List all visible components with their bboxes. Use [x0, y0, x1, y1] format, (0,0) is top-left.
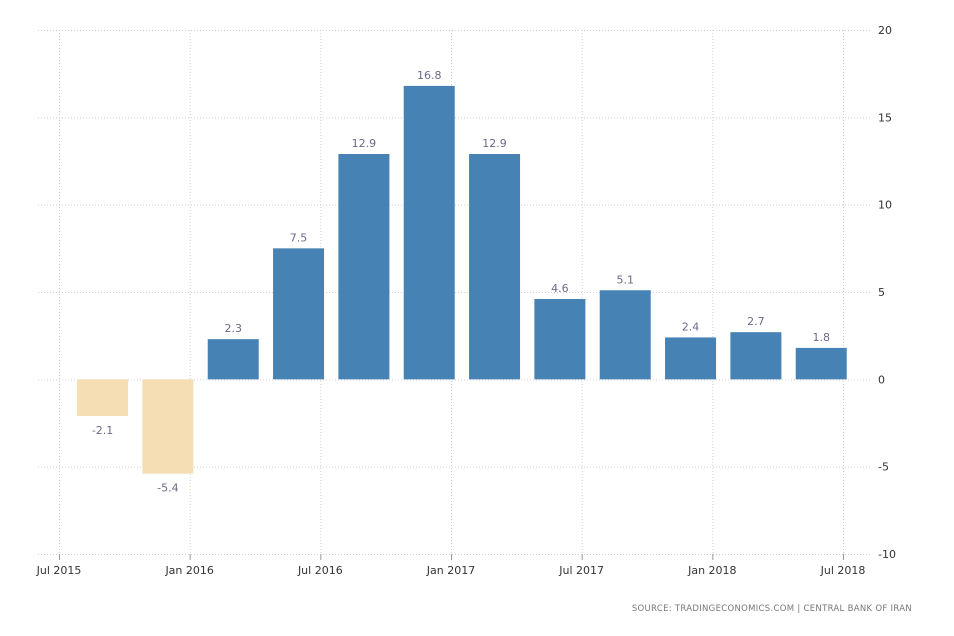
data-label: 12.9 [482, 137, 507, 150]
data-label: -2.1 [92, 424, 113, 437]
y-tick-label: -5 [878, 461, 889, 474]
bar [338, 154, 390, 380]
y-tick-label: 10 [878, 199, 892, 212]
data-label: 12.9 [352, 137, 377, 150]
bar [273, 248, 325, 380]
x-tick-label: Jul 2016 [297, 564, 343, 577]
y-tick-label: -10 [878, 548, 896, 561]
bar [730, 332, 782, 380]
x-tick-label: Jul 2018 [820, 564, 866, 577]
y-tick-label: 20 [878, 24, 892, 37]
bar [795, 347, 847, 380]
data-label: 7.5 [290, 231, 308, 244]
data-label: 1.8 [812, 331, 830, 344]
source-note: SOURCE: TRADINGECONOMICS.COM | CENTRAL B… [631, 604, 912, 614]
bar [534, 298, 586, 380]
x-tick-label: Jan 2017 [426, 564, 475, 577]
bar [665, 337, 717, 380]
data-label: 4.6 [551, 282, 569, 295]
y-tick-label: 5 [878, 286, 885, 299]
x-tick-label: Jul 2017 [558, 564, 604, 577]
bar [403, 85, 455, 380]
bar [469, 154, 521, 380]
bar [142, 379, 194, 474]
x-tick-label: Jan 2016 [164, 564, 213, 577]
bar [599, 290, 651, 380]
data-label: 16.8 [417, 69, 442, 82]
bar [77, 379, 129, 417]
bar [207, 339, 259, 380]
y-tick-label: 15 [878, 111, 892, 124]
data-label: 2.3 [224, 322, 242, 335]
y-tick-label: 0 [878, 373, 885, 386]
data-label: 2.4 [682, 320, 700, 333]
data-label: 5.1 [616, 273, 634, 286]
x-tick-label: Jan 2018 [687, 564, 736, 577]
x-tick-label: Jul 2015 [36, 564, 82, 577]
data-label: -5.4 [157, 482, 178, 495]
data-label: 2.7 [747, 315, 765, 328]
